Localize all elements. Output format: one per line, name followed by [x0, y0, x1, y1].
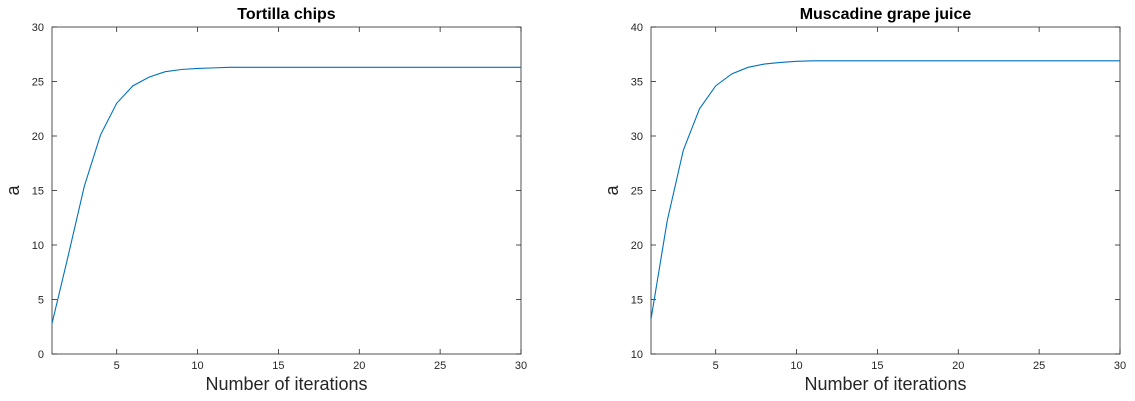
chart-tortilla-chips: Tortilla chips Number of iterations a 5 1… — [3, 6, 527, 394]
x-tick-label: 25 — [434, 360, 446, 372]
y-tick-label: 10 — [631, 349, 643, 361]
x-axis-label: Number of iterations — [804, 374, 966, 394]
series-line — [51, 66, 521, 324]
chart-title: Muscadine grape juice — [800, 6, 972, 23]
x-tick-label: 10 — [191, 360, 203, 372]
x-tick-label: 20 — [353, 360, 365, 372]
y-tick-label: 20 — [631, 240, 643, 252]
y-tick-label: 25 — [631, 186, 643, 198]
y-tick-label: 5 — [38, 295, 44, 307]
series-line — [650, 60, 1120, 320]
y-tick-label: 30 — [631, 131, 643, 143]
plot-area — [51, 26, 522, 355]
y-tick-label: 30 — [32, 22, 44, 34]
y-tick-label: 35 — [631, 77, 643, 89]
y-tick-label: 15 — [32, 186, 44, 198]
x-tick-label: 30 — [1114, 360, 1126, 372]
plot-area — [650, 26, 1121, 355]
y-axis-label: a — [602, 185, 622, 196]
y-tick-label: 10 — [32, 240, 44, 252]
y-tick-label: 20 — [32, 131, 44, 143]
chart-muscadine-grape-juice: Muscadine grape juice Number of iteratio… — [602, 6, 1126, 394]
x-tick-label: 10 — [790, 360, 802, 372]
chart-title: Tortilla chips — [237, 6, 335, 23]
y-axis-label: a — [3, 185, 23, 196]
x-tick-label: 5 — [713, 360, 719, 372]
x-tick-label: 15 — [871, 360, 883, 372]
x-tick-label: 30 — [515, 360, 527, 372]
x-tick-label: 20 — [952, 360, 964, 372]
x-tick-label: 15 — [272, 360, 284, 372]
y-tick-label: 25 — [32, 77, 44, 89]
x-tick-label: 5 — [114, 360, 120, 372]
y-tick-label: 0 — [38, 349, 44, 361]
x-tick-label: 25 — [1033, 360, 1045, 372]
y-tick-label: 15 — [631, 295, 643, 307]
y-tick-label: 40 — [631, 22, 643, 34]
x-axis-label: Number of iterations — [205, 374, 367, 394]
